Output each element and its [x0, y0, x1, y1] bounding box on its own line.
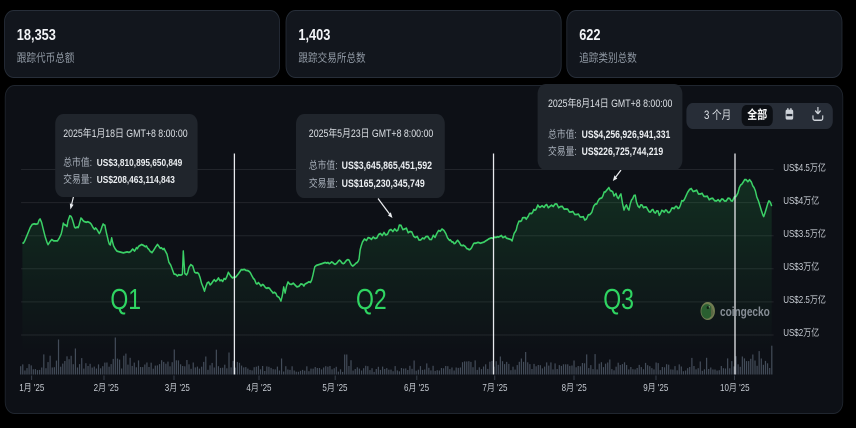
svg-text:US$4,256,926,941,331: US$4,256,926,941,331: [582, 129, 671, 141]
svg-text::: :: [90, 174, 95, 186]
svg-text:US$165,230,345,749: US$165,230,345,749: [342, 178, 426, 190]
svg-text:4: 4: [246, 382, 250, 393]
svg-text:Q2: Q2: [356, 282, 387, 315]
svg-text:'25: '25: [656, 382, 669, 393]
svg-text::: :: [575, 146, 580, 158]
svg-text::: :: [575, 129, 580, 141]
svg-text:Q1: Q1: [110, 282, 141, 315]
svg-text:5: 5: [337, 128, 342, 140]
svg-text:'25: '25: [177, 382, 190, 393]
svg-text:2: 2: [94, 382, 98, 393]
svg-text:9: 9: [643, 382, 647, 393]
svg-text:14: 14: [590, 99, 600, 111]
svg-text:3: 3: [165, 382, 169, 393]
svg-text:'25: '25: [335, 382, 348, 393]
svg-text:'25: '25: [737, 382, 750, 393]
svg-text:'25: '25: [495, 382, 508, 393]
svg-text::: :: [335, 178, 340, 190]
svg-text::: :: [90, 157, 95, 169]
svg-text:8: 8: [561, 382, 565, 393]
svg-text:US$3: US$3: [783, 261, 803, 272]
svg-text:'25: '25: [574, 382, 587, 393]
svg-text:US$208,463,114,843: US$208,463,114,843: [97, 173, 175, 185]
svg-text:18: 18: [106, 128, 116, 140]
svg-text:'25: '25: [106, 382, 119, 393]
svg-text:1: 1: [19, 382, 23, 393]
svg-text:2025: 2025: [308, 128, 328, 140]
svg-text:US$226,725,744,219: US$226,725,744,219: [582, 146, 664, 158]
svg-text:GMT+8 8:00:00: GMT+8 8:00:00: [609, 99, 673, 111]
svg-text:Q3: Q3: [603, 282, 634, 315]
svg-text:'25: '25: [259, 382, 272, 393]
svg-text:2025: 2025: [548, 99, 568, 111]
svg-text:US$4: US$4: [783, 195, 803, 206]
svg-text:'25: '25: [417, 382, 430, 393]
svg-text:3: 3: [704, 109, 712, 122]
svg-text::: :: [335, 160, 340, 172]
svg-text:US$4.5: US$4.5: [783, 162, 810, 173]
svg-text:7: 7: [482, 382, 486, 393]
svg-text:US$2: US$2: [783, 327, 803, 338]
svg-text:18,353: 18,353: [16, 27, 55, 45]
svg-text:6: 6: [404, 382, 408, 393]
svg-text:US$3,810,895,650,849: US$3,810,895,650,849: [97, 156, 182, 168]
svg-text:US$3,645,865,451,592: US$3,645,865,451,592: [342, 160, 433, 172]
svg-text:5: 5: [323, 382, 327, 393]
svg-text:1: 1: [92, 128, 97, 140]
svg-text:GMT+8 8:00:00: GMT+8 8:00:00: [124, 128, 188, 140]
svg-text:23: 23: [351, 128, 361, 140]
svg-text:10: 10: [720, 382, 729, 393]
svg-text:'25: '25: [31, 382, 44, 393]
svg-text:coingecko: coingecko: [720, 306, 770, 319]
svg-text:622: 622: [579, 27, 600, 45]
svg-text:2025: 2025: [63, 128, 83, 140]
svg-text:US$2.5: US$2.5: [783, 294, 810, 305]
svg-text:GMT+8 8:00:00: GMT+8 8:00:00: [369, 128, 433, 140]
svg-text:8: 8: [577, 99, 582, 111]
svg-text:1,403: 1,403: [298, 27, 330, 45]
svg-text:US$3.5: US$3.5: [783, 228, 810, 239]
